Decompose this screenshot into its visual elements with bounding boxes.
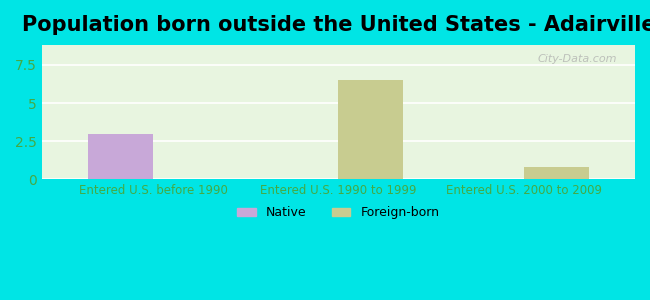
Legend: Native, Foreign-born: Native, Foreign-born [232, 201, 445, 224]
Title: Population born outside the United States - Adairville: Population born outside the United State… [21, 15, 650, 35]
Bar [339, 80, 403, 179]
Bar [88, 134, 153, 179]
Bar [524, 167, 589, 179]
Text: City-Data.com: City-Data.com [538, 54, 618, 64]
